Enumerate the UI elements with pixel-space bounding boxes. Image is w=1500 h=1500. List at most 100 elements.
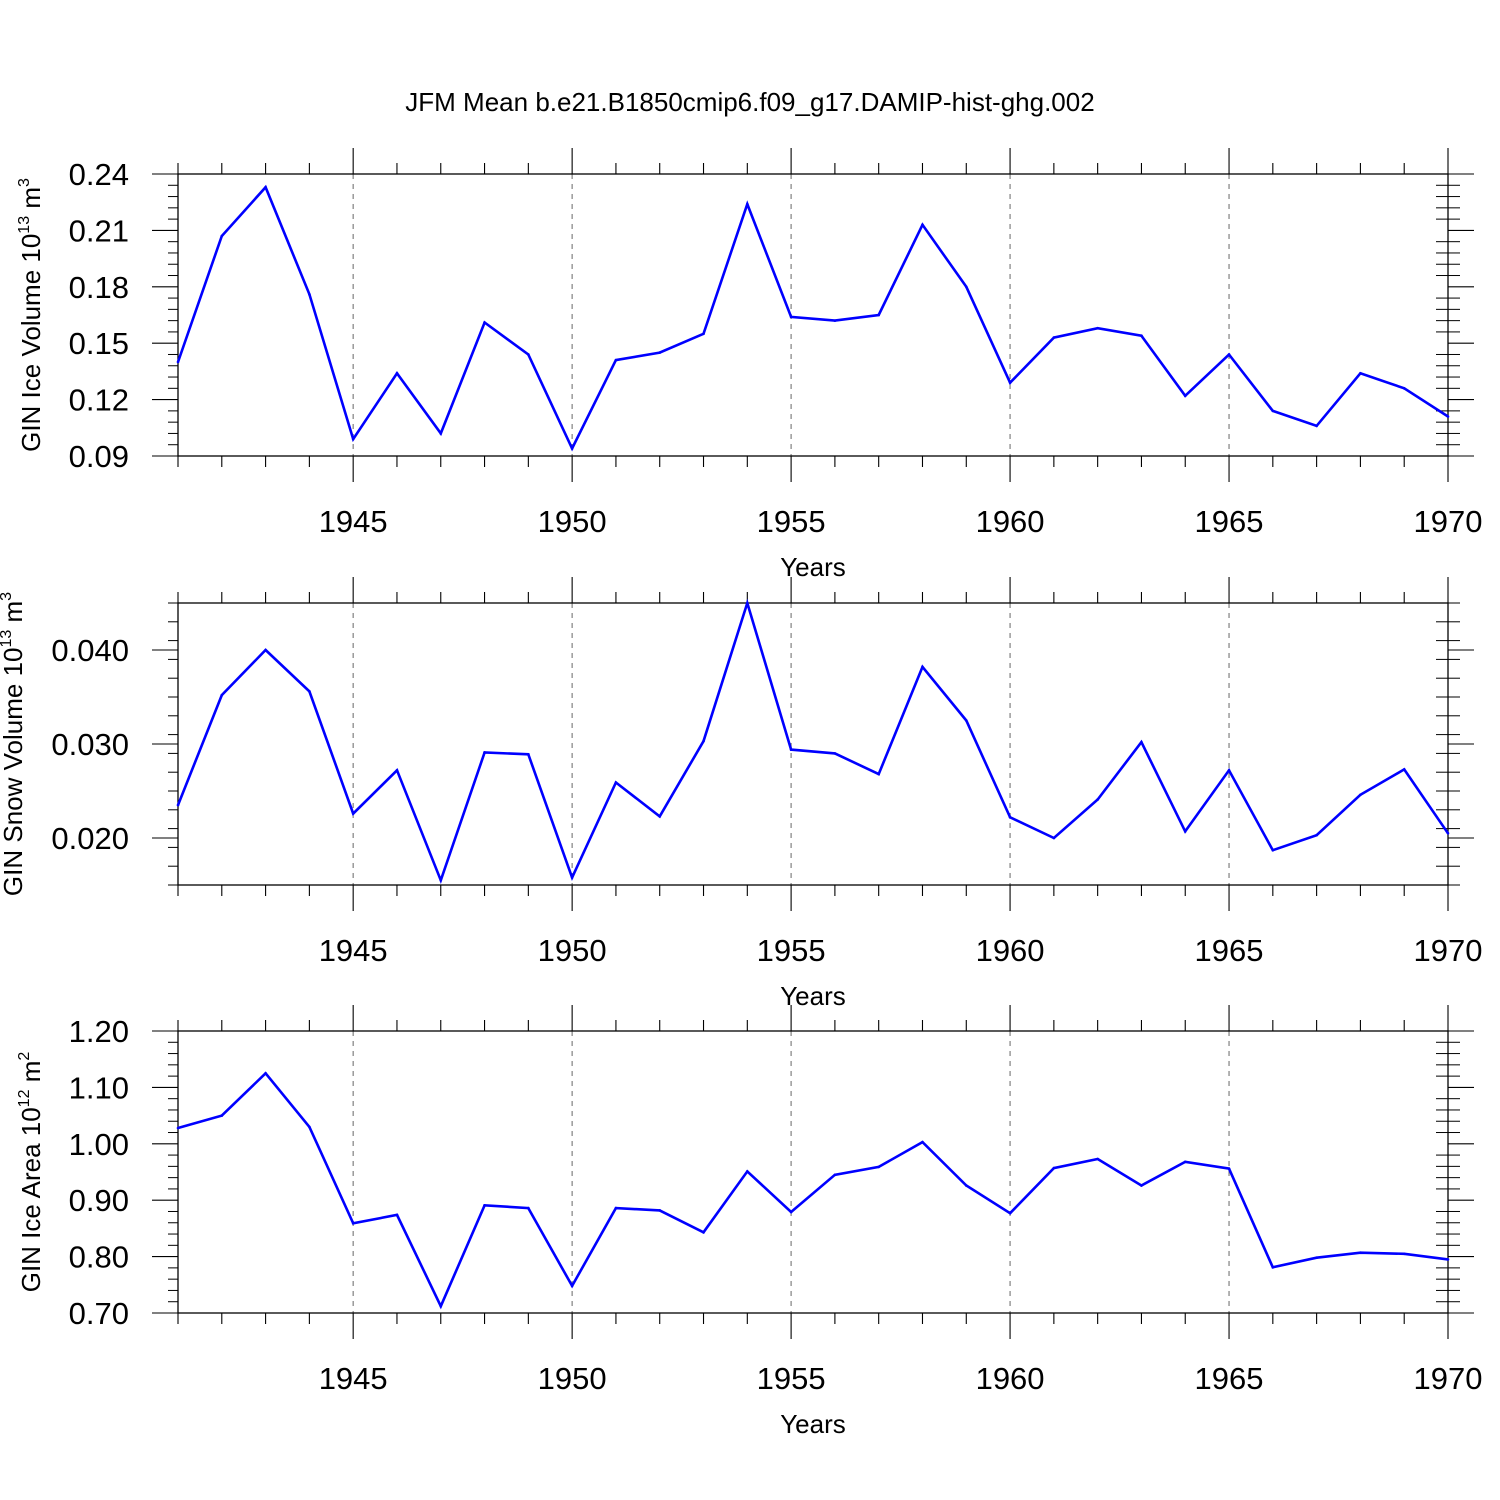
data-point-1948 bbox=[483, 321, 486, 324]
ice-area-panel: 0.70 0.80 0.90 1.00 1.10 1.20 1945 1950 1955 1960… bbox=[16, 1005, 1482, 1439]
data-point-1966 bbox=[1271, 409, 1275, 413]
data-point-1958 bbox=[921, 223, 924, 227]
y-axis-title-part: m bbox=[16, 1061, 46, 1090]
x-tick-label: 1945 bbox=[319, 933, 388, 968]
data-point-1947 bbox=[439, 432, 443, 435]
data-point-1969 bbox=[1402, 1252, 1406, 1256]
data-point-1941 bbox=[176, 360, 180, 364]
data-point-1945 bbox=[351, 437, 355, 441]
data-point-1942 bbox=[220, 1114, 224, 1117]
snow-volume-panel: 0.020 0.030 0.040 1945 1950 1955 1960 1965 1970 Y… bbox=[0, 577, 1482, 1011]
data-point-1951 bbox=[614, 781, 618, 784]
data-point-1967 bbox=[1315, 1256, 1318, 1260]
x-tick-label: 1970 bbox=[1414, 504, 1483, 539]
data-point-1960 bbox=[1008, 381, 1012, 384]
data-point-1961 bbox=[1052, 836, 1056, 840]
y-axis-title: GIN Ice Area 1012 m2 bbox=[16, 1052, 46, 1293]
data-point-1967 bbox=[1315, 833, 1318, 837]
y-axis-title-superscript: 13 bbox=[16, 216, 33, 234]
data-point-1965 bbox=[1227, 353, 1231, 356]
data-point-1941 bbox=[176, 803, 180, 807]
data-point-1952 bbox=[658, 1209, 662, 1212]
data-point-1947 bbox=[439, 879, 443, 882]
data-point-1953 bbox=[702, 332, 705, 336]
data-point-1964 bbox=[1183, 830, 1187, 833]
y-tick-label: 1.10 bbox=[69, 1070, 129, 1105]
data-point-1948 bbox=[483, 1203, 486, 1207]
data-point-1950 bbox=[570, 447, 574, 450]
data-point-1955 bbox=[789, 748, 793, 751]
x-tick-label: 1965 bbox=[1195, 933, 1264, 968]
data-point-1946 bbox=[395, 1213, 399, 1217]
x-axis-title: Years bbox=[780, 981, 846, 1011]
figure-title: JFM Mean b.e21.B1850cmip6.f09_g17.DAMIP-… bbox=[405, 87, 1094, 117]
y-tick-label: 0.15 bbox=[69, 326, 129, 361]
data-point-1956 bbox=[833, 319, 837, 322]
x-tick-label: 1945 bbox=[319, 504, 388, 539]
y-tick-label: 0.18 bbox=[69, 270, 129, 305]
x-tick-label: 1955 bbox=[757, 504, 826, 539]
data-point-1942 bbox=[220, 693, 224, 697]
data-point-1963 bbox=[1140, 1184, 1143, 1187]
data-point-1945 bbox=[351, 812, 355, 815]
data-point-1954 bbox=[746, 601, 749, 605]
y-tick-label: 0.21 bbox=[69, 213, 129, 248]
data-point-1950 bbox=[570, 1284, 574, 1288]
data-point-1946 bbox=[395, 769, 399, 772]
x-tick-label: 1955 bbox=[757, 933, 826, 968]
data-point-1958 bbox=[921, 665, 924, 669]
y-axis-title: GIN Snow Volume 1013 m3 bbox=[0, 592, 28, 896]
data-point-1954 bbox=[746, 1170, 749, 1173]
x-tick-label: 1970 bbox=[1414, 1361, 1483, 1396]
data-point-1946 bbox=[395, 371, 399, 375]
data-point-1957 bbox=[877, 1165, 880, 1169]
y-axis-title-part: m bbox=[16, 187, 46, 216]
data-point-1943 bbox=[264, 185, 267, 189]
y-axis-title-superscript: 3 bbox=[16, 178, 33, 187]
data-point-1961 bbox=[1052, 336, 1056, 339]
series-line bbox=[176, 598, 1450, 885]
data-point-1958 bbox=[921, 1140, 924, 1144]
x-tick-label: 1945 bbox=[319, 1361, 388, 1396]
data-point-1963 bbox=[1140, 334, 1143, 337]
data-point-1953 bbox=[702, 1231, 705, 1234]
data-point-1953 bbox=[702, 739, 705, 743]
data-point-1949 bbox=[527, 353, 530, 356]
data-point-1952 bbox=[658, 351, 662, 354]
plot-frame bbox=[177, 173, 1449, 457]
x-tick-label: 1960 bbox=[976, 1361, 1045, 1396]
data-point-1945 bbox=[351, 1222, 355, 1225]
data-point-1966 bbox=[1271, 848, 1275, 852]
data-point-1941 bbox=[176, 1126, 180, 1130]
data-point-1949 bbox=[527, 1206, 530, 1210]
data-point-1943 bbox=[264, 648, 267, 652]
data-point-1959 bbox=[964, 719, 968, 722]
data-point-1959 bbox=[964, 285, 968, 289]
y-axis-title-part: GIN Snow Volume 10 bbox=[0, 648, 28, 897]
data-point-1962 bbox=[1096, 798, 1099, 801]
x-tick-label: 1950 bbox=[538, 933, 607, 968]
y-axis-title-superscript: 13 bbox=[0, 630, 15, 648]
y-tick-label: 0.24 bbox=[69, 157, 129, 192]
data-point-1964 bbox=[1183, 394, 1187, 398]
y-tick-label: 1.00 bbox=[69, 1127, 129, 1162]
y-axis-title-superscript: 2 bbox=[16, 1052, 33, 1061]
data-point-1963 bbox=[1140, 740, 1143, 744]
y-axis-title: GIN Ice Volume 1013 m3 bbox=[16, 178, 46, 452]
data-point-1944 bbox=[308, 690, 311, 693]
data-point-1954 bbox=[746, 202, 749, 206]
data-point-1970 bbox=[1446, 1258, 1450, 1261]
y-tick-label: 1.20 bbox=[69, 1014, 129, 1049]
data-point-1960 bbox=[1008, 1211, 1012, 1215]
x-tick-label: 1950 bbox=[538, 504, 607, 539]
data-point-1965 bbox=[1227, 1167, 1231, 1170]
data-point-1962 bbox=[1096, 326, 1099, 330]
series-line bbox=[177, 1071, 1449, 1310]
y-axis-title-superscript: 12 bbox=[16, 1089, 33, 1107]
x-tick-label: 1965 bbox=[1195, 1361, 1264, 1396]
data-point-1951 bbox=[614, 1206, 618, 1210]
data-point-1961 bbox=[1052, 1166, 1056, 1170]
x-tick-label: 1960 bbox=[976, 933, 1045, 968]
data-point-1970 bbox=[1446, 415, 1450, 418]
